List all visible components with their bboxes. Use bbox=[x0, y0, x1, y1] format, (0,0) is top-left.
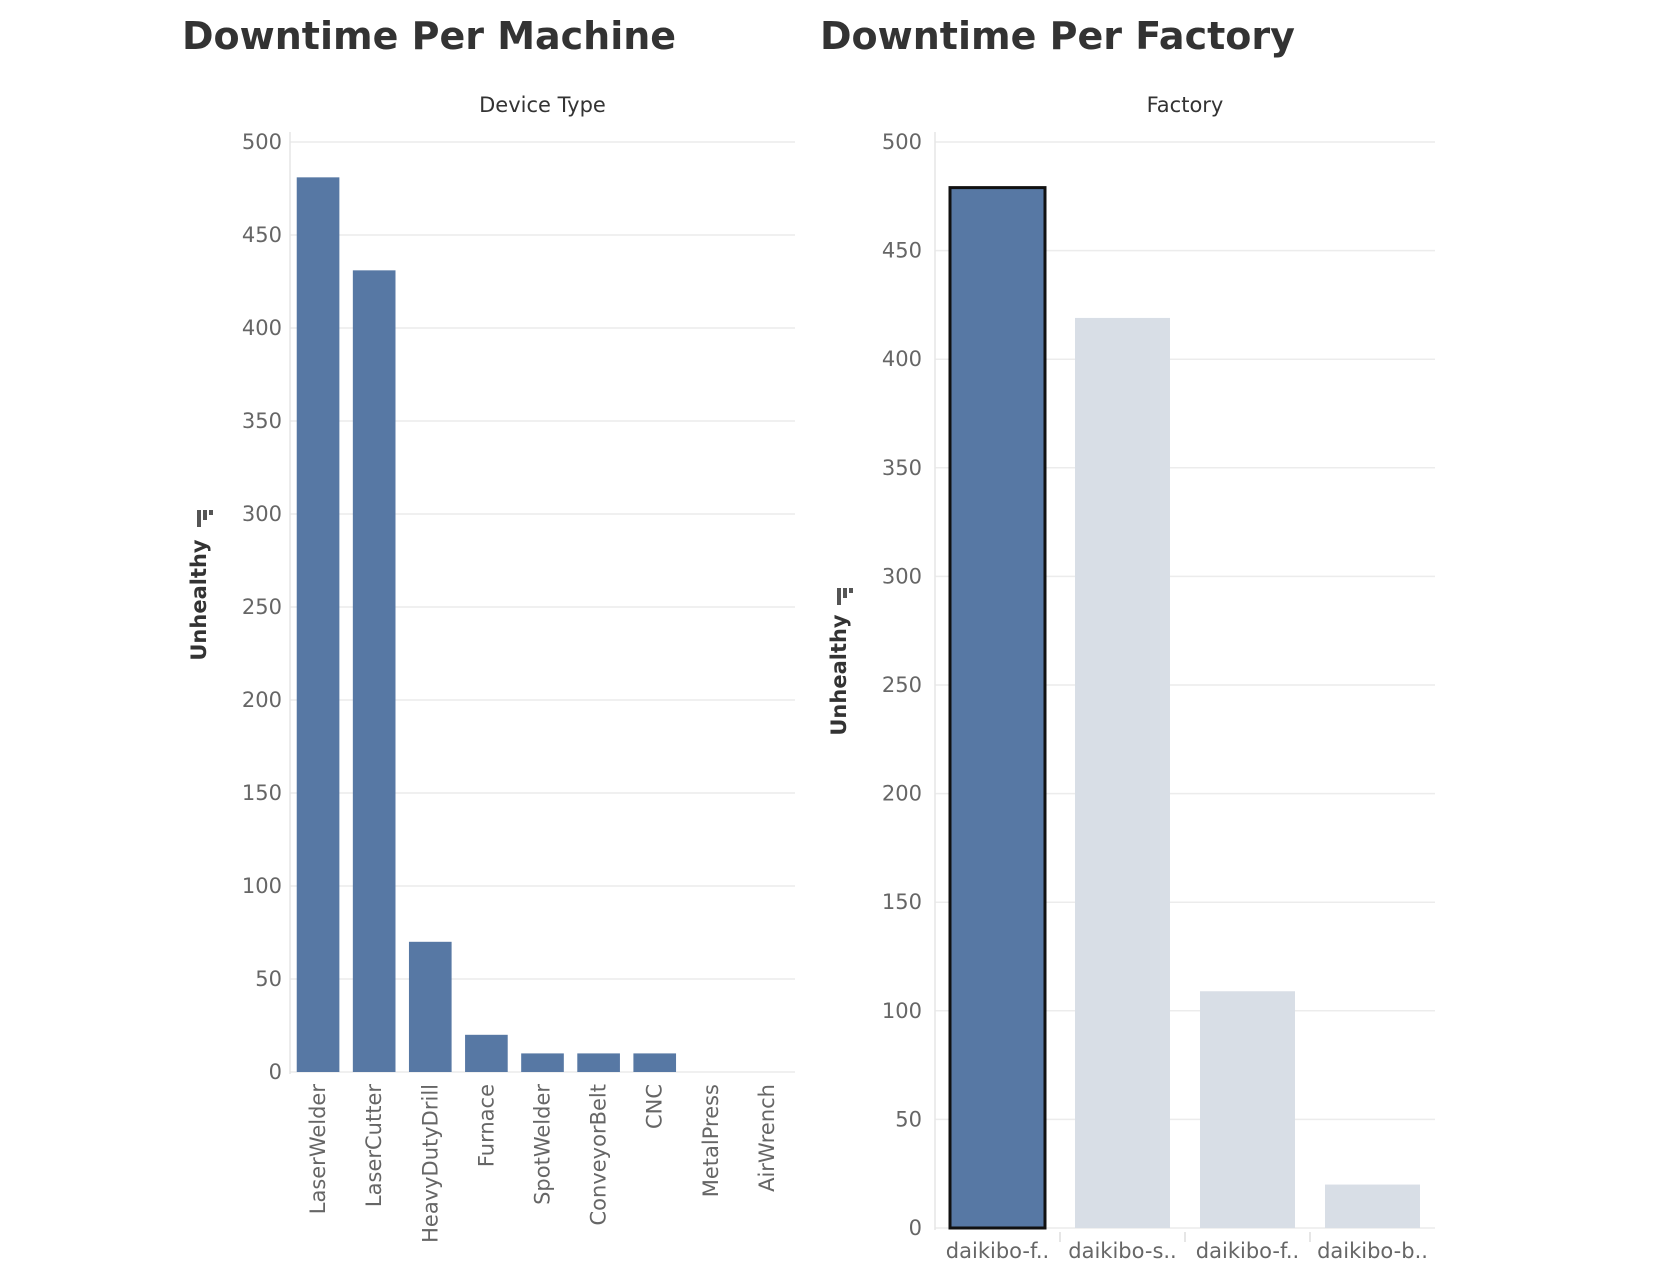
machine-chart: Device Type 0 50 100 150 200 250 300 350 400 450 50… bbox=[187, 93, 795, 1243]
sort-icon-bar bbox=[197, 510, 201, 527]
bar bbox=[577, 1053, 620, 1072]
y-tick-label: 300 bbox=[882, 564, 922, 588]
y-tick-label: 350 bbox=[242, 409, 282, 433]
y-tick-label: 200 bbox=[882, 782, 922, 806]
sort-descending-icon bbox=[837, 588, 853, 605]
y-axis-title: Unhealthy bbox=[187, 539, 211, 661]
sort-icon-bar bbox=[849, 588, 853, 593]
y-tick-label: 500 bbox=[882, 130, 922, 154]
x-tick-label: daikibo-f.. bbox=[1196, 1239, 1299, 1263]
y-tick-label: 150 bbox=[882, 890, 922, 914]
bar bbox=[1200, 991, 1295, 1228]
sort-icon-bar bbox=[209, 510, 213, 515]
column-header: Device Type bbox=[479, 93, 606, 117]
x-tick-label: MetalPress bbox=[699, 1084, 723, 1197]
machine-chart-title: Downtime Per Machine bbox=[182, 14, 677, 58]
sort-icon-bar bbox=[837, 588, 841, 605]
y-tick-label: 150 bbox=[242, 781, 282, 805]
y-tick-label: 100 bbox=[882, 999, 922, 1023]
y-tick-label: 350 bbox=[882, 456, 922, 480]
factory-chart-title: Downtime Per Factory bbox=[820, 14, 1295, 58]
x-tick-label: daikibo-f.. bbox=[946, 1239, 1049, 1263]
y-tick-label: 100 bbox=[242, 874, 282, 898]
x-tick-label: AirWrench bbox=[755, 1084, 779, 1192]
bar bbox=[408, 941, 452, 1072]
sort-descending-icon bbox=[197, 510, 213, 527]
y-tick-label: 50 bbox=[255, 967, 282, 991]
y-tick-label: 50 bbox=[895, 1107, 922, 1131]
y-tick-label: 400 bbox=[882, 347, 922, 371]
y-tick-label: 300 bbox=[242, 502, 282, 526]
bar bbox=[1325, 1184, 1420, 1228]
x-tick-label: ConveyorBelt bbox=[587, 1084, 611, 1225]
sort-icon-bar bbox=[843, 588, 847, 598]
x-tick-label: LaserCutter bbox=[362, 1084, 386, 1207]
bar bbox=[633, 1053, 677, 1072]
y-tick-label: 400 bbox=[242, 316, 282, 340]
x-tick-label: daikibo-s.. bbox=[1068, 1239, 1176, 1263]
bar bbox=[352, 270, 396, 1073]
factory-chart: Factory 0 50 100 150 200 250 300 350 400 450 500 Unh… bbox=[827, 93, 1435, 1263]
x-tick-label: daikibo-b.. bbox=[1317, 1239, 1428, 1263]
bar bbox=[296, 177, 340, 1073]
bar bbox=[465, 1034, 508, 1072]
bar-selected bbox=[948, 186, 1047, 1230]
y-axis-title: Unhealthy bbox=[827, 614, 851, 736]
column-header: Factory bbox=[1147, 93, 1224, 117]
x-tick-label: SpotWelder bbox=[531, 1084, 555, 1205]
y-tick-label: 450 bbox=[882, 239, 922, 263]
y-tick-label: 500 bbox=[242, 130, 282, 154]
y-tick-label: 200 bbox=[242, 688, 282, 712]
x-tick-label: Furnace bbox=[474, 1084, 498, 1167]
bar bbox=[521, 1053, 564, 1072]
y-tick-label: 250 bbox=[882, 673, 922, 697]
y-tick-label: 250 bbox=[242, 595, 282, 619]
y-tick-label: 450 bbox=[242, 223, 282, 247]
y-tick-label: 0 bbox=[909, 1216, 922, 1240]
y-tick-label: 0 bbox=[269, 1060, 282, 1084]
sort-icon-bar bbox=[203, 510, 207, 520]
x-tick-label: CNC bbox=[643, 1084, 667, 1129]
x-tick-label: LaserWelder bbox=[306, 1084, 330, 1215]
x-tick-label: HeavyDutyDrill bbox=[418, 1084, 442, 1243]
bar bbox=[1075, 317, 1170, 1228]
